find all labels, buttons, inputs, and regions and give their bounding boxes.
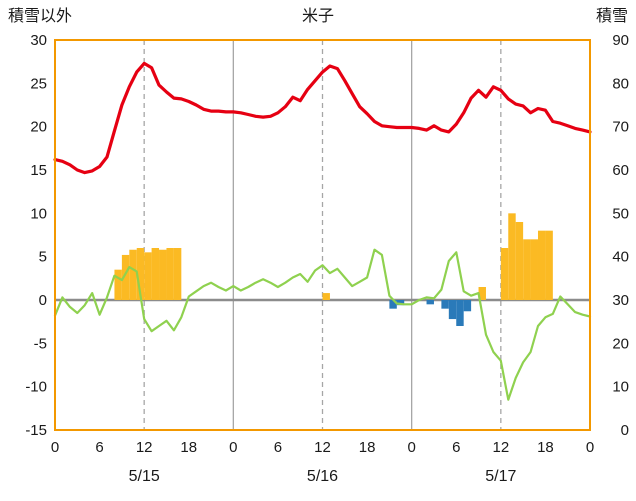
x-tick-label: 18 bbox=[359, 439, 376, 456]
yellow-bars-bar bbox=[530, 239, 538, 300]
y-tick-label-right: 70 bbox=[612, 119, 629, 136]
yellow-bars-bar bbox=[114, 269, 122, 300]
day-label: 5/17 bbox=[485, 468, 516, 485]
y-tick-label-left: 25 bbox=[30, 75, 47, 92]
x-tick-label: 0 bbox=[586, 439, 594, 456]
yellow-bars-bar bbox=[515, 222, 524, 300]
yellow-bars-bar bbox=[159, 249, 167, 300]
plot-area: 302520151050-5-10-1590807060504030201000… bbox=[25, 32, 629, 485]
blue-bars-bar bbox=[426, 300, 434, 305]
y-tick-label-left: 5 bbox=[39, 249, 47, 266]
blue-bars-bar bbox=[441, 300, 449, 309]
blue-bars-bar bbox=[456, 300, 464, 326]
y-tick-label-left: 30 bbox=[30, 32, 47, 49]
left-axis-title: 積雪以外 bbox=[8, 7, 72, 25]
y-tick-label-right: 40 bbox=[612, 249, 629, 266]
blue-bars-bar bbox=[463, 300, 472, 312]
x-tick-label: 6 bbox=[274, 439, 282, 456]
y-tick-label-left: 15 bbox=[30, 162, 47, 179]
y-tick-label-left: -10 bbox=[25, 379, 47, 396]
y-tick-label-right: 50 bbox=[612, 205, 629, 222]
y-tick-label-left: 10 bbox=[30, 205, 47, 222]
yellow-bars-bar bbox=[500, 248, 509, 300]
y-tick-label-left: -5 bbox=[34, 335, 47, 352]
x-tick-label: 0 bbox=[51, 439, 59, 456]
y-tick-label-right: 20 bbox=[612, 335, 629, 352]
y-tick-label-right: 10 bbox=[612, 379, 629, 396]
yellow-bars-bar bbox=[166, 248, 174, 300]
blue-bars-bar bbox=[389, 300, 397, 309]
yellow-bars-bar bbox=[523, 239, 531, 300]
yellow-bars-bar bbox=[173, 248, 182, 300]
x-tick-label: 0 bbox=[229, 439, 237, 456]
y-tick-label-left: -15 bbox=[25, 422, 47, 439]
yellow-bars-bar bbox=[136, 248, 145, 300]
blue-bars-bar bbox=[448, 300, 457, 320]
yellow-bars-bar bbox=[508, 213, 516, 300]
x-tick-label: 12 bbox=[492, 439, 509, 456]
y-tick-label-right: 80 bbox=[612, 75, 629, 92]
y-tick-label-left: 0 bbox=[39, 292, 47, 309]
yellow-bars-bar bbox=[121, 254, 130, 300]
x-tick-label: 6 bbox=[452, 439, 460, 456]
x-tick-label: 12 bbox=[136, 439, 153, 456]
yellow-bars-bar bbox=[151, 248, 160, 300]
plot-frame bbox=[54, 39, 591, 431]
y-tick-label-right: 90 bbox=[612, 32, 629, 49]
yellow-bars-bar bbox=[545, 230, 553, 300]
yellow-bars-bar bbox=[144, 252, 152, 300]
right-axis-title: 積雪 bbox=[596, 7, 628, 25]
day-label: 5/15 bbox=[129, 468, 160, 485]
yellow-bars-bar bbox=[129, 249, 137, 300]
y-tick-label-right: 0 bbox=[621, 422, 629, 439]
red-line bbox=[53, 61, 592, 175]
y-tick-label-right: 60 bbox=[612, 162, 629, 179]
y-tick-label-left: 20 bbox=[30, 119, 47, 136]
yellow-bars-bar bbox=[478, 287, 486, 300]
yellow-bars-bar bbox=[537, 230, 546, 300]
y-tick-label-right: 30 bbox=[612, 292, 629, 309]
x-tick-label: 12 bbox=[314, 439, 331, 456]
yellow-bars-bar bbox=[322, 293, 330, 300]
chart-title: 米子 bbox=[302, 7, 334, 25]
x-tick-label: 18 bbox=[180, 439, 197, 456]
x-tick-label: 6 bbox=[95, 439, 103, 456]
x-tick-label: 18 bbox=[537, 439, 554, 456]
x-tick-label: 0 bbox=[407, 439, 415, 456]
day-label: 5/16 bbox=[307, 468, 338, 485]
blue-bars-bar bbox=[396, 300, 405, 306]
green-line bbox=[53, 248, 592, 401]
